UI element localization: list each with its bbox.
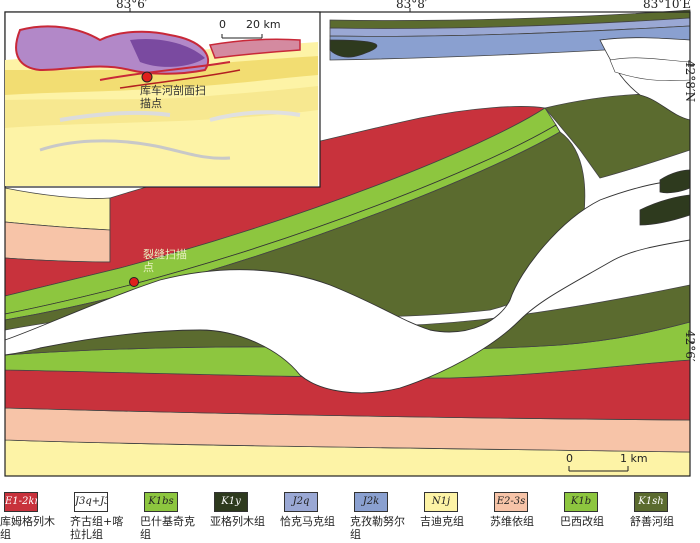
fracture-scan-point: [129, 277, 139, 287]
legend-label: 齐古组+喀拉扎组: [70, 515, 124, 541]
legend-label: 苏维依组: [490, 515, 534, 528]
lat-label-1: 42°8′N: [683, 60, 697, 103]
legend-swatch: J3q+J3k: [74, 492, 108, 512]
main-scale-zero: 0: [566, 452, 573, 465]
legend-item: N1j 吉迪克组: [420, 484, 486, 543]
legend-swatch: K1b: [564, 492, 598, 512]
legend-item: K1bs 巴什基奇克组: [140, 484, 206, 543]
legend-swatch: E1-2km: [4, 492, 38, 512]
lat-label-2: 42°6′: [683, 330, 697, 362]
legend-label: 克孜勒努尔组: [350, 515, 405, 541]
lon-label-3: 83°10′E: [643, 0, 692, 11]
legend-item: J2q 恰克马克组: [280, 484, 346, 543]
legend-swatch: K1y: [214, 492, 248, 512]
map-units: [4, 0, 691, 477]
legend-swatch: N1j: [424, 492, 458, 512]
legend-label: 舒善河组: [630, 515, 674, 528]
legend-item: K1b 巴西改组: [560, 484, 626, 543]
unit-k1y-ne: [329, 39, 378, 58]
legend-item: E2-3s 苏维依组: [490, 484, 556, 543]
legend-label: 恰克马克组: [280, 515, 335, 528]
legend-swatch: K1sh: [634, 492, 668, 512]
legend-label: 亚格列木组: [210, 515, 265, 528]
lon-label-2: 83°8′: [396, 0, 428, 11]
legend-item: K1sh 舒善河组: [630, 484, 696, 543]
legend-label: 巴西改组: [560, 515, 604, 528]
legend-item: K1y 亚格列木组: [210, 484, 276, 543]
map-frame: [4, 11, 691, 477]
legend: E1-2km 库姆格列木组 J3q+J3k 齐古组+喀拉扎组 K1bs 巴什基奇克组 K1y…: [0, 484, 700, 543]
inset-scale-zero: 0: [219, 18, 226, 31]
legend-label: 巴什基奇克组: [140, 515, 195, 541]
legend-item: J2k 克孜勒努尔组: [350, 484, 416, 543]
lon-label-1: 83°6′: [116, 0, 148, 11]
legend-swatch: K1bs: [144, 492, 178, 512]
inset-point-label: 库车河剖面扫描点: [140, 84, 206, 110]
unit-j3q-valley: [4, 179, 691, 394]
main-point-label: 裂缝扫描点: [143, 248, 187, 274]
legend-item: E1-2km 库姆格列木组: [0, 484, 66, 543]
legend-swatch: E2-3s: [494, 492, 528, 512]
inset-scan-point: [141, 71, 153, 83]
main-scale-label: 1 km: [620, 452, 648, 465]
main-geologic-map: [4, 0, 694, 477]
legend-label: 吉迪克组: [420, 515, 464, 528]
legend-item: J3q+J3k 齐古组+喀拉扎组: [70, 484, 136, 543]
legend-swatch: J2k: [354, 492, 388, 512]
location-inset: [4, 11, 321, 188]
main-scale-bar: [568, 466, 629, 472]
inset-scale-label: 20 km: [246, 18, 281, 31]
legend-swatch: J2q: [284, 492, 318, 512]
legend-label: 库姆格列木组: [0, 515, 55, 541]
